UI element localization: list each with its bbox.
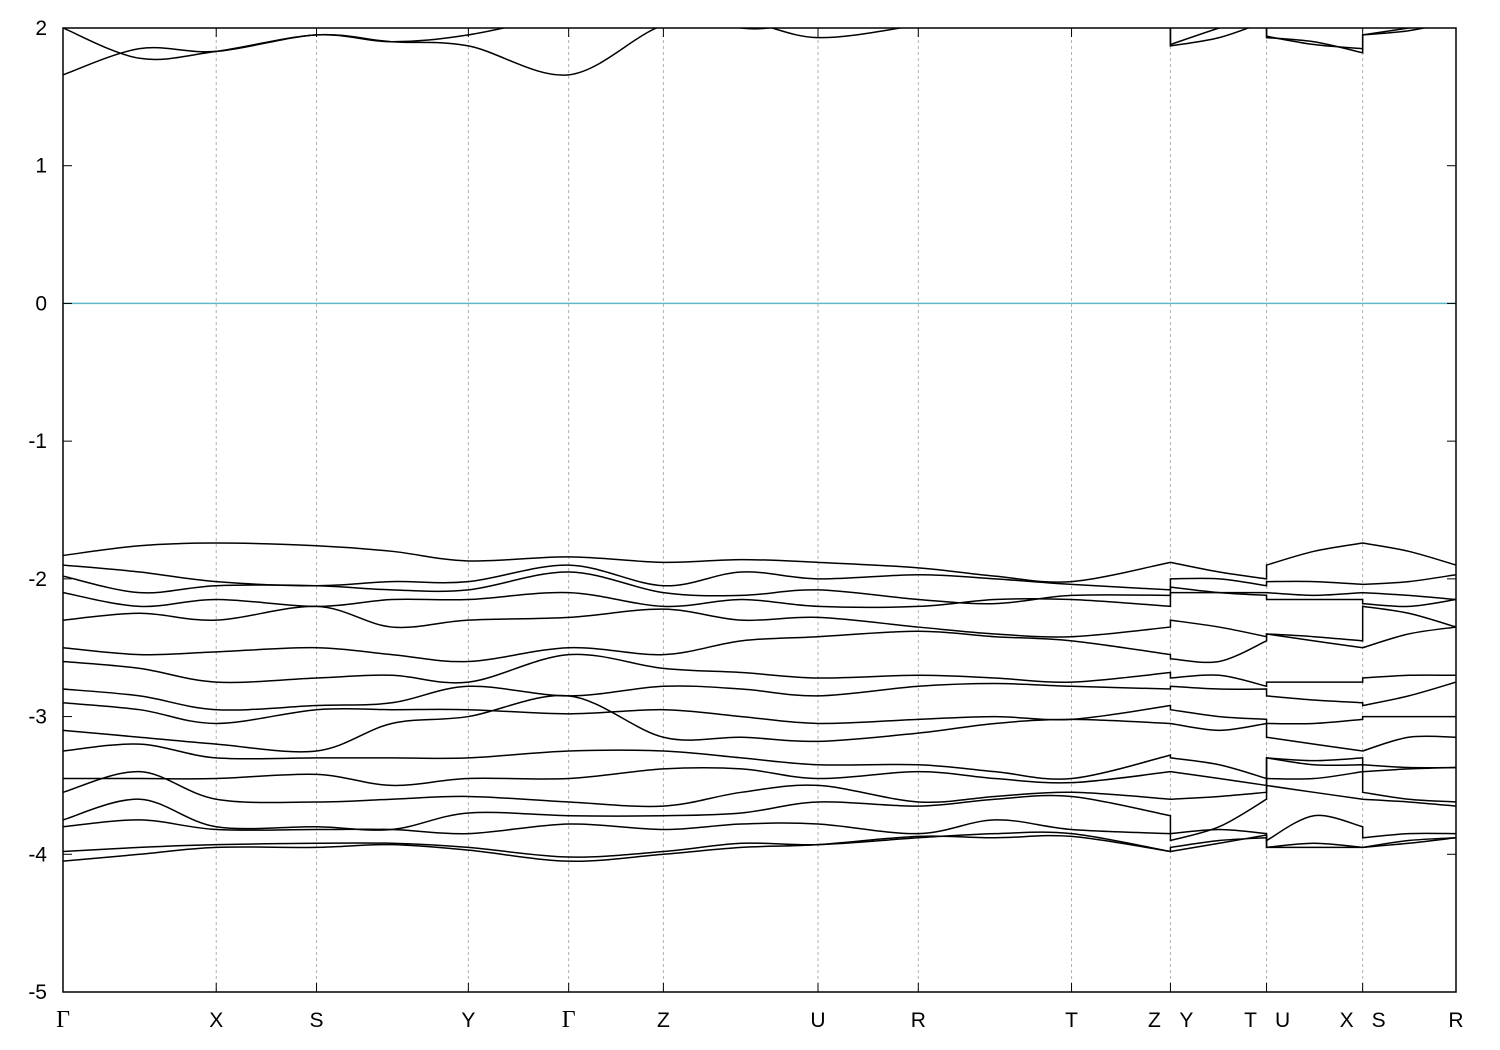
x-tick-label: S bbox=[310, 1009, 324, 1032]
band bbox=[63, 681, 1456, 711]
x-tick-label: U bbox=[810, 1009, 825, 1032]
band bbox=[63, 694, 1456, 753]
band bbox=[63, 605, 1456, 649]
band bbox=[63, 757, 1456, 842]
x-tick-label: T bbox=[1244, 1009, 1257, 1032]
band bbox=[63, 542, 1456, 583]
y-tick-label: 0 bbox=[35, 292, 47, 315]
band bbox=[63, 571, 1456, 605]
y-tick-label: -3 bbox=[28, 706, 47, 729]
x-tick-label: X bbox=[1340, 1009, 1354, 1032]
y-tick-label: -2 bbox=[28, 568, 47, 591]
x-tick-label: Y bbox=[1179, 1009, 1193, 1032]
y-tick-label: -1 bbox=[28, 430, 47, 453]
band bbox=[63, 834, 1456, 862]
band bbox=[63, 653, 1456, 688]
y-tick-label: 2 bbox=[35, 17, 47, 40]
y-tick-label: 1 bbox=[35, 155, 47, 178]
x-tick-label: T bbox=[1065, 1009, 1078, 1032]
x-tick-label: R bbox=[1448, 1009, 1463, 1032]
x-tick-label: Γ bbox=[562, 1007, 576, 1033]
x-tick-label: Z bbox=[657, 1009, 670, 1032]
band bbox=[63, 702, 1456, 725]
x-tick-label: X bbox=[209, 1009, 223, 1032]
x-tick-label: U bbox=[1275, 1009, 1290, 1032]
bands bbox=[63, 28, 1456, 862]
band bbox=[63, 770, 1456, 808]
band bbox=[63, 814, 1456, 842]
x-tick-label: Y bbox=[461, 1009, 475, 1032]
band bbox=[63, 766, 1456, 787]
x-tick-label: R bbox=[911, 1009, 926, 1032]
y-tick-label: -5 bbox=[28, 981, 47, 1004]
x-tick-label: S bbox=[1372, 1009, 1386, 1032]
band bbox=[63, 605, 1456, 664]
x-tick-label: Z bbox=[1148, 1009, 1161, 1032]
x-tick-label: Γ bbox=[56, 1007, 70, 1033]
band bbox=[63, 743, 1456, 780]
grid bbox=[63, 28, 1456, 992]
plot-frame bbox=[62, 27, 1457, 993]
y-tick-label: -4 bbox=[28, 843, 47, 866]
